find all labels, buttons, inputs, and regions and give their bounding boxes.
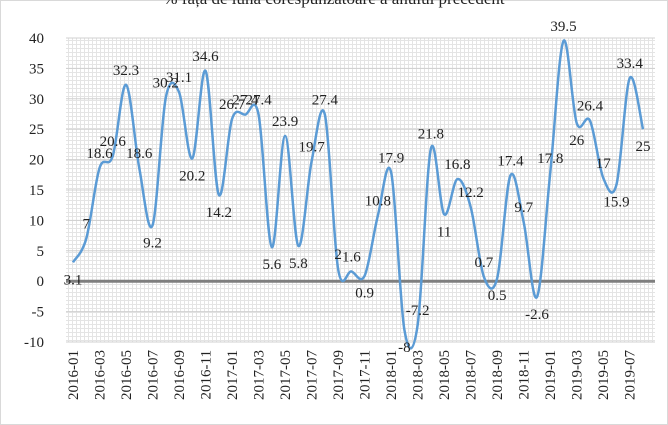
data-label: 17.8 [537,151,563,167]
data-label: 34.6 [192,49,219,65]
y-tick-label: 15 [29,183,44,199]
x-tick-label: 2017-11 [358,350,374,399]
data-label: 16.8 [444,157,470,173]
y-tick-label: 40 [29,31,44,47]
x-tick-label: 2017-09 [331,350,347,400]
data-label: 26 [569,133,585,149]
data-label: -2.6 [525,307,549,323]
data-label: 20.6 [100,134,127,150]
data-label: 5.6 [262,257,281,273]
data-label: 0.7 [475,255,494,271]
data-label: 25 [636,139,651,155]
data-label: 9.7 [514,200,533,216]
x-tick-label: 2016-03 [93,350,109,400]
data-label: 26.7 [219,97,246,113]
x-tick-label: 2018-03 [411,350,427,400]
y-tick-label: -10 [24,335,44,351]
chart-title: % față de luna corespunzătoare a anului … [163,0,505,8]
x-tick-label: 2016-09 [172,350,188,400]
data-label: 39.5 [550,19,576,35]
x-tick-label: 2018-11 [517,350,533,399]
y-tick-label: 0 [37,274,45,290]
y-tick-label: 10 [29,213,44,229]
data-label: 11 [437,224,451,240]
y-tick-label: 30 [29,92,44,108]
data-label: 20.2 [179,168,205,184]
data-label: 15.9 [603,195,629,211]
data-label: 21.8 [418,127,444,143]
data-label: 19.7 [298,139,325,155]
data-label: 0.9 [355,286,374,302]
data-label: 14.2 [206,205,232,221]
data-label: 32.3 [113,63,139,79]
data-label: 17.9 [378,150,404,166]
data-label: 30.2 [153,76,179,92]
data-label: 0.5 [488,288,507,304]
data-label: 12.2 [458,185,484,201]
x-tick-label: 2016-11 [199,350,215,399]
data-label: 23.9 [272,114,298,130]
data-label: 18.6 [86,146,113,162]
y-tick-label: -5 [32,305,45,321]
x-tick-label: 2018-05 [437,350,453,400]
data-label: 7 [83,217,91,233]
data-label: 2 [334,247,342,263]
y-tick-label: 35 [29,61,44,77]
x-tick-label: 2019-01 [543,350,559,400]
data-label: 31.1 [166,70,192,86]
data-label: -7.2 [406,303,430,319]
x-tick-label: 2019-05 [596,350,612,400]
data-label: 3.1 [64,272,83,288]
y-tick-label: 25 [29,122,44,138]
x-tick-label: 2017-05 [278,350,294,400]
data-label: 17 [596,156,612,172]
x-tick-label: 2018-09 [490,350,506,400]
x-tick-label: 2017-07 [305,350,321,400]
data-label: 1.6 [342,249,361,265]
x-tick-label: 2017-01 [225,350,241,400]
data-label: 26.4 [577,99,604,115]
data-label: 27.4 [232,93,259,109]
data-label: 9.2 [143,235,162,251]
data-label: 27.4 [312,93,339,109]
data-label: 10.8 [365,194,391,210]
x-tick-label: 2018-07 [464,350,480,400]
x-tick-label: 2019-03 [570,350,586,400]
x-tick-label: 2019-07 [623,350,639,400]
x-tick-label: 2016-07 [146,350,162,400]
y-tick-label: 5 [37,244,45,260]
data-label: 5.8 [289,256,308,272]
data-label: 27.4 [245,93,272,109]
line [71,39,645,350]
x-tick-label: 2017-03 [252,350,268,400]
data-label: -8 [398,340,411,356]
data-label: 17.4 [497,153,524,169]
x-tick-label: 2018-01 [384,350,400,400]
y-tick-label: 20 [29,153,44,169]
data-label: 33.4 [617,56,644,72]
x-tick-label: 2016-01 [66,350,82,400]
data-label: 18.6 [126,146,153,162]
x-tick-label: 2016-05 [119,350,135,400]
